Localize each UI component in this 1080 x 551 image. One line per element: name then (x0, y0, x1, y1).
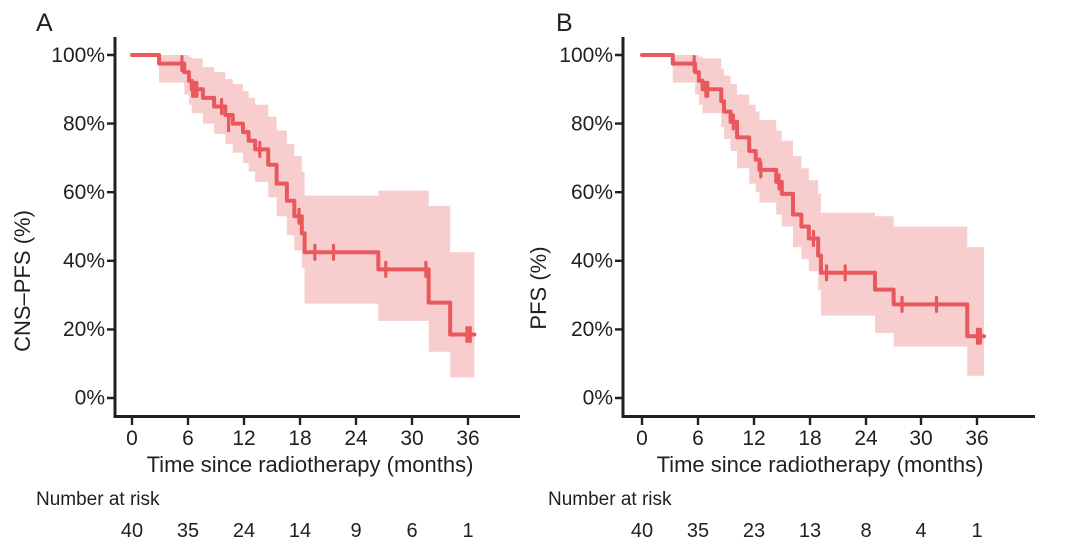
panel-a-y-tick-marks (107, 53, 115, 400)
panel-b-xtick-6: 6 (692, 427, 704, 450)
panel-a: A CNS–PFS (%) 100% 80% 60% 40% 20% 0% 0 … (10, 9, 520, 542)
panel-a-risk-12: 24 (233, 520, 255, 542)
panel-b-risk-18: 13 (799, 520, 821, 542)
panel-b-ytick-40: 40% (571, 250, 613, 273)
panel-a-ytick-0: 0% (75, 387, 105, 410)
panel-a-y-axis-title: CNS–PFS (%) (10, 210, 35, 352)
panel-b-ytick-0: 0% (583, 387, 613, 410)
panel-b-ytick-20: 20% (571, 318, 613, 341)
panel-b-x-axis-title: Time since radiotherapy (months) (657, 452, 984, 477)
panel-a-risk-30: 6 (406, 520, 417, 542)
panel-b-ytick-100: 100% (559, 44, 613, 67)
panel-b-risk-6: 35 (687, 520, 709, 542)
panel-b-xtick-0: 0 (636, 427, 648, 450)
panel-a-ytick-80: 80% (63, 113, 105, 136)
panel-b-risk-12: 23 (743, 520, 765, 542)
panel-a-xtick-6: 6 (182, 427, 194, 450)
confidence-band (159, 55, 475, 378)
panel-a-risk-6: 35 (177, 520, 199, 542)
panel-b-label: B (556, 9, 573, 37)
panel-b-x-tick-marks (640, 416, 979, 425)
panel-a-xtick-12: 12 (232, 427, 255, 450)
panel-b-risk-30: 4 (915, 520, 926, 542)
panel-b-risk-header: Number at risk (548, 489, 672, 510)
panel-b-axes (621, 37, 1035, 418)
panel-a-xtick-18: 18 (288, 427, 311, 450)
panel-b-risk-36: 1 (971, 520, 982, 542)
panel-a-plot-area (130, 53, 477, 378)
panel-a-ytick-60: 60% (63, 181, 105, 204)
panel-a-x-axis-title: Time since radiotherapy (months) (147, 452, 474, 477)
panel-a-xtick-30: 30 (400, 427, 423, 450)
panel-b-xtick-30: 30 (909, 427, 932, 450)
panel-a-xtick-24: 24 (344, 427, 368, 450)
panel-b-xtick-24: 24 (854, 427, 878, 450)
panel-b-risk-0: 40 (631, 520, 653, 542)
panel-a-xtick-0: 0 (126, 427, 138, 450)
panel-a-label: A (36, 9, 53, 37)
panel-a-ytick-20: 20% (63, 318, 105, 341)
panel-b-xtick-12: 12 (742, 427, 765, 450)
panel-a-risk-header: Number at risk (36, 489, 160, 510)
panel-b-ytick-80: 80% (571, 113, 613, 136)
panel-b-risk-24: 8 (860, 520, 871, 542)
panel-a-risk-24: 9 (350, 520, 361, 542)
panel-a-risk-0: 40 (121, 520, 143, 542)
panel-a-ytick-40: 40% (63, 250, 105, 273)
panel-b-y-axis-title: PFS (%) (526, 246, 551, 329)
panel-b-ytick-60: 60% (571, 181, 613, 204)
panel-a-axes (113, 37, 520, 418)
panel-b-y-tick-marks (615, 53, 623, 400)
panel-b-xtick-18: 18 (798, 427, 821, 450)
survival-curve (130, 53, 477, 337)
panel-b: B PFS (%) 100% 80% 60% 40% 20% 0% 0 6 12… (526, 9, 1035, 542)
panel-b-xtick-36: 36 (965, 427, 988, 450)
panel-a-x-tick-marks (130, 416, 470, 425)
panel-a-ytick-100: 100% (51, 44, 105, 67)
panel-a-xtick-36: 36 (456, 427, 479, 450)
confidence-band (672, 55, 985, 376)
panel-a-risk-18: 14 (289, 520, 311, 542)
panel-b-plot-area (640, 53, 987, 376)
panel-a-risk-36: 1 (462, 520, 473, 542)
